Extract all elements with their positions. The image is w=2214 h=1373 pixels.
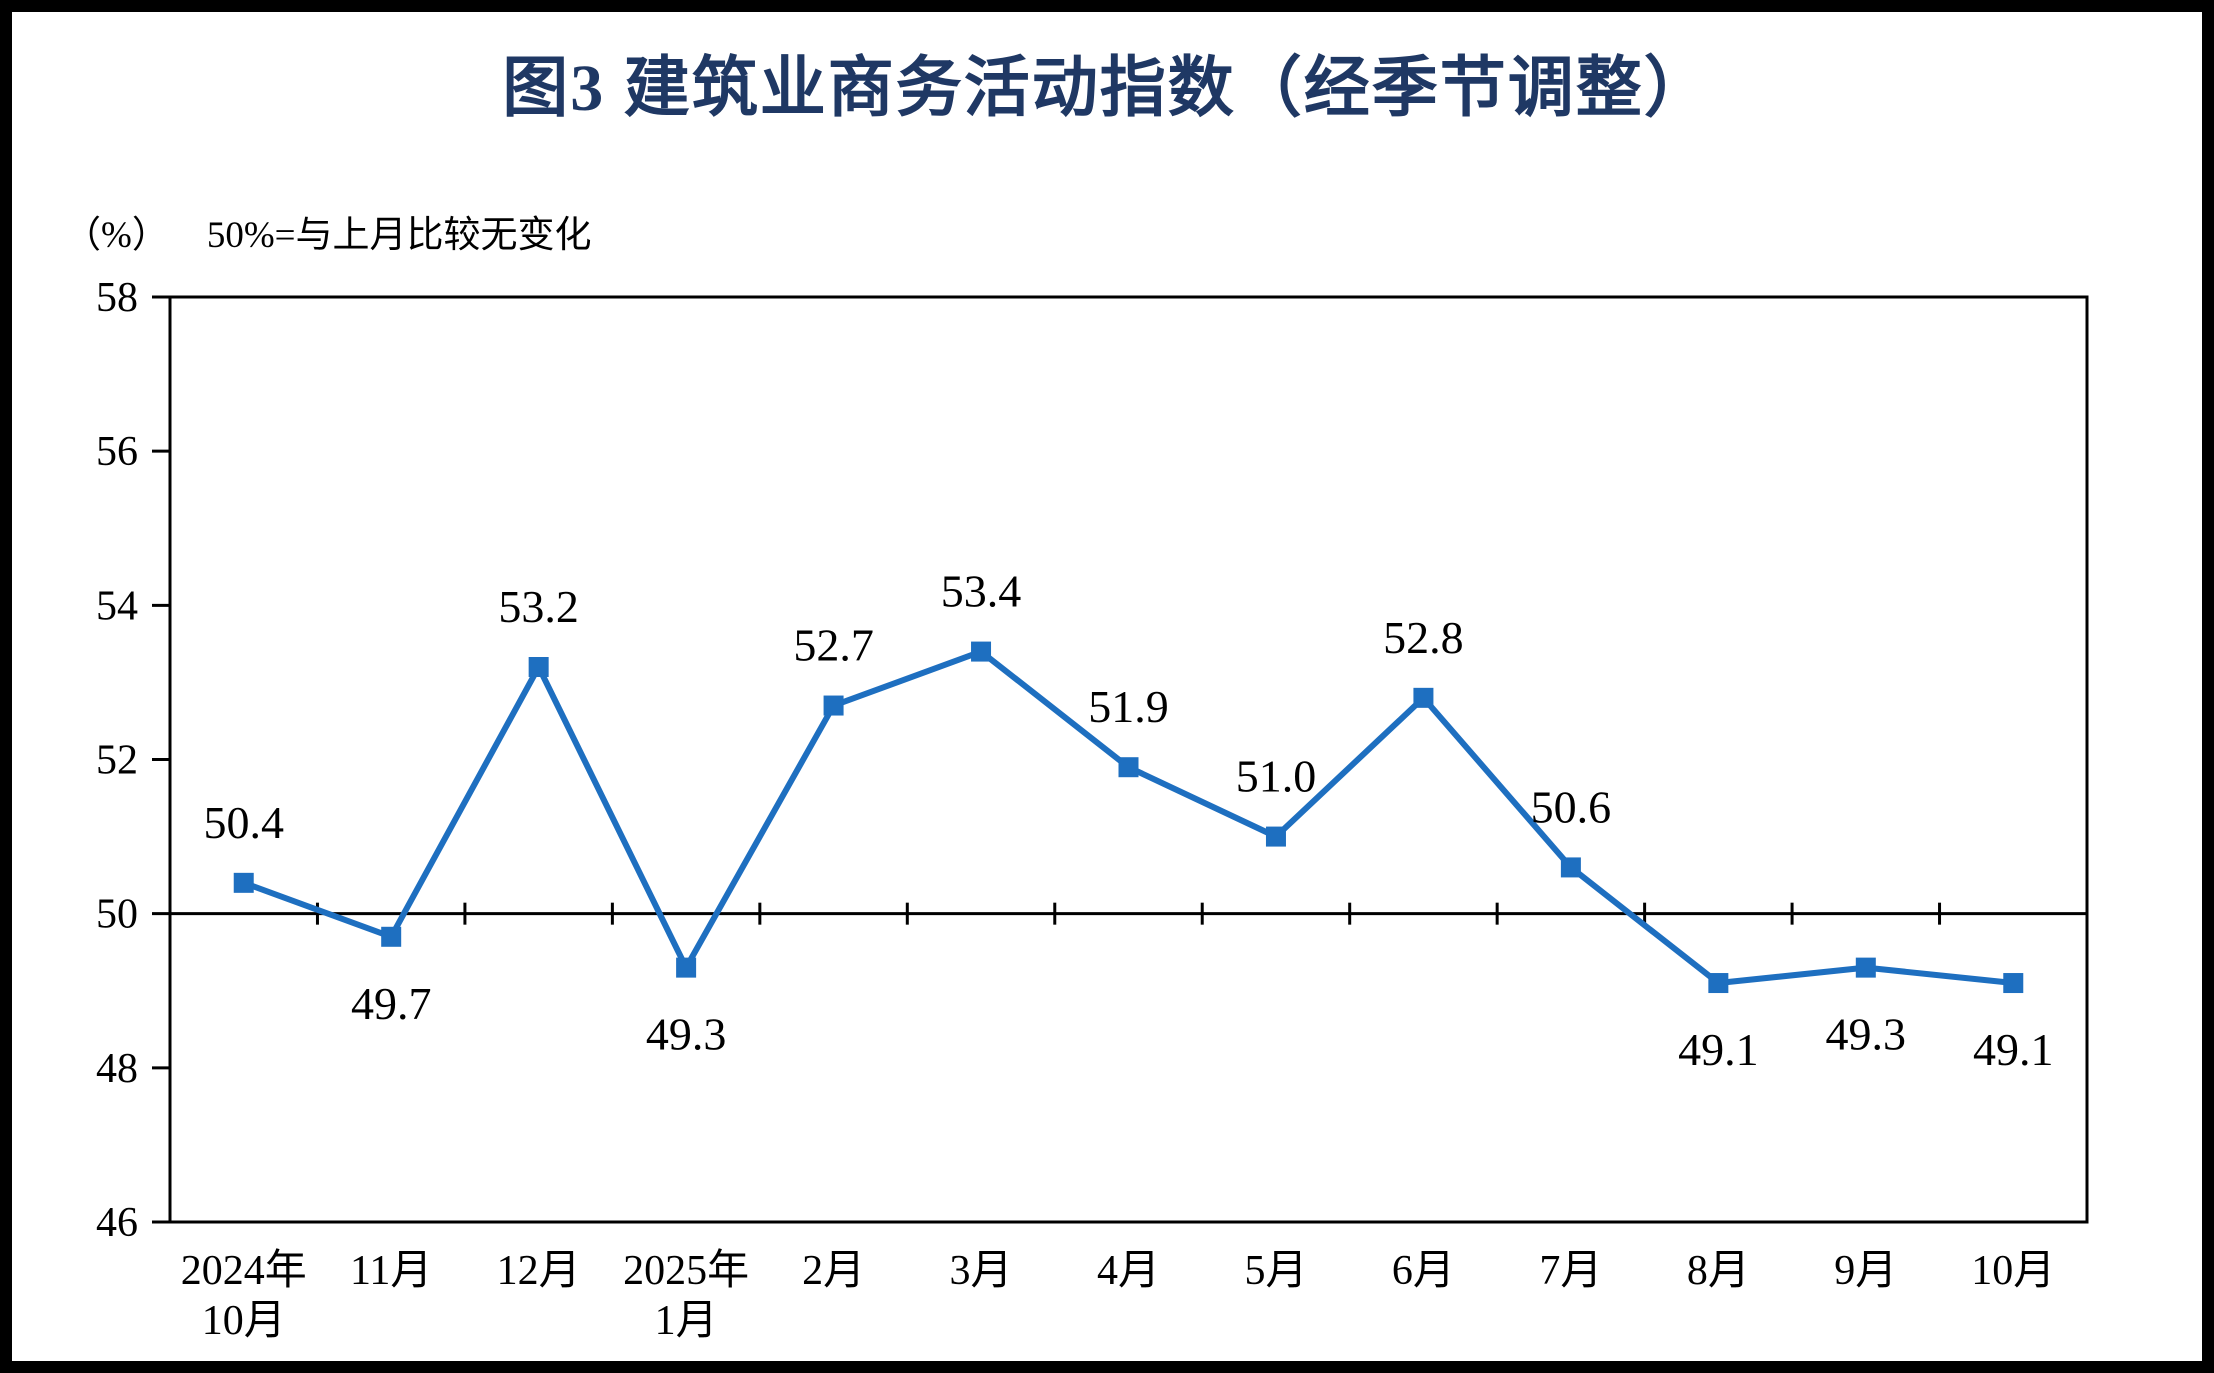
- data-label: 49.7: [351, 978, 432, 1029]
- data-label: 49.3: [1826, 1009, 1907, 1060]
- x-axis-label: 4月: [1097, 1248, 1160, 1294]
- y-axis-label: 46: [96, 1200, 138, 1246]
- data-point-marker: [1118, 757, 1139, 778]
- chart-subtitle-row: （%） 50%=与上月比较无变化: [64, 204, 592, 258]
- y-axis-unit-label: （%）: [64, 215, 169, 256]
- x-axis-label: 2025年: [623, 1247, 749, 1294]
- x-axis-label: 11月: [350, 1248, 432, 1294]
- x-axis-label: 1月: [655, 1298, 718, 1344]
- data-point-marker: [1265, 826, 1286, 847]
- chart-title: 图3 建筑业商务活动指数（经季节调整）: [502, 52, 1712, 125]
- data-point-marker: [1560, 857, 1581, 878]
- data-point-marker: [971, 641, 992, 662]
- y-axis-label: 50: [96, 892, 138, 938]
- x-axis-label: 12月: [497, 1248, 581, 1294]
- data-label: 52.7: [793, 620, 874, 671]
- data-label: 50.4: [203, 797, 284, 848]
- data-label: 51.0: [1236, 751, 1317, 802]
- data-label: 50.6: [1531, 781, 1612, 832]
- data-label: 49.1: [1973, 1024, 2054, 1075]
- y-axis-label: 58: [96, 275, 138, 321]
- y-axis-label: 56: [96, 429, 138, 475]
- x-axis-label: 10月: [1971, 1248, 2055, 1294]
- x-axis-label: 8月: [1687, 1248, 1750, 1294]
- x-axis-label: 5月: [1244, 1248, 1307, 1294]
- x-axis-label: 9月: [1834, 1248, 1897, 1294]
- x-axis-label: 7月: [1539, 1248, 1602, 1294]
- y-axis-label: 54: [96, 583, 138, 629]
- data-point-marker: [1855, 957, 1876, 978]
- y-axis-label: 52: [96, 738, 138, 784]
- data-point-marker: [676, 957, 697, 978]
- data-point-marker: [381, 926, 402, 947]
- x-axis-label: 10月: [202, 1298, 286, 1344]
- data-point-marker: [1708, 973, 1729, 994]
- data-label: 53.4: [941, 566, 1022, 617]
- data-label: 51.9: [1088, 681, 1169, 732]
- data-point-marker: [2003, 973, 2024, 994]
- y-axis-label: 48: [96, 1046, 138, 1092]
- data-point-marker: [823, 695, 844, 716]
- data-label: 49.1: [1678, 1024, 1759, 1075]
- x-axis-label: 2024年: [181, 1247, 307, 1294]
- data-label: 52.8: [1383, 612, 1464, 663]
- data-point-marker: [1413, 687, 1434, 708]
- x-axis-label: 2月: [802, 1248, 865, 1294]
- x-axis-label: 6月: [1392, 1248, 1455, 1294]
- data-label: 49.3: [646, 1009, 727, 1060]
- data-label: 53.2: [498, 581, 579, 632]
- x-axis-label: 3月: [950, 1248, 1013, 1294]
- data-point-marker: [233, 872, 254, 893]
- reference-note: 50%=与上月比较无变化: [206, 215, 592, 256]
- data-point-marker: [528, 657, 549, 677]
